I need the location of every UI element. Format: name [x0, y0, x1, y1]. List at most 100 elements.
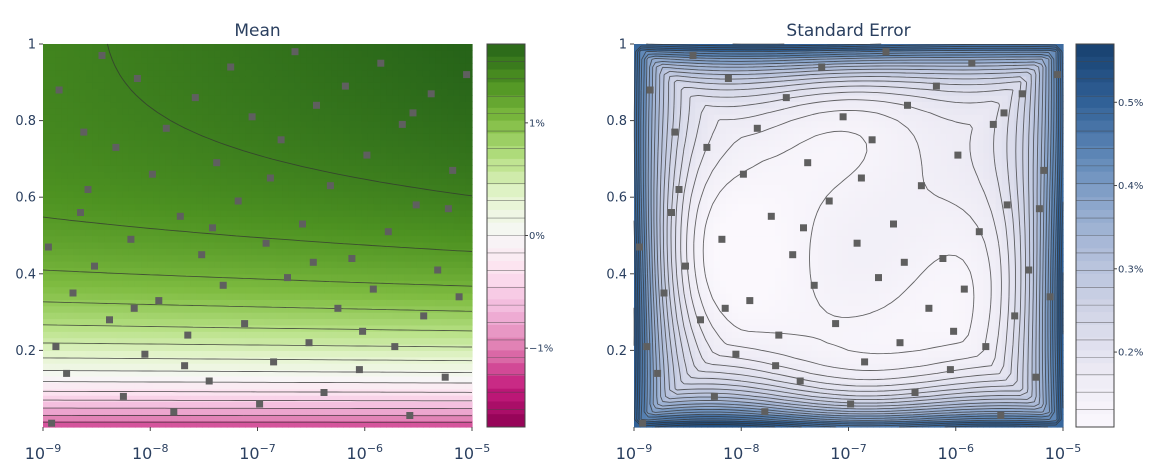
heatmap-cell [141, 56, 148, 64]
heatmap-cell [275, 158, 283, 166]
heatmap-cell [208, 395, 216, 403]
heatmap-cell [275, 407, 283, 415]
heatmap-cell [683, 203, 690, 211]
trial-marker [463, 71, 471, 79]
heatmap-cell [98, 171, 105, 179]
heatmap-cell [422, 407, 430, 415]
heatmap-cell [300, 178, 308, 186]
heatmap-cell [312, 312, 320, 320]
heatmap-cell [676, 324, 684, 332]
heatmap-cell [190, 197, 197, 205]
heatmap-cell [98, 318, 105, 326]
heatmap-cell [165, 178, 173, 186]
heatmap-cell [349, 248, 357, 256]
colorbar-band [487, 401, 525, 415]
heatmap-cell [404, 197, 412, 205]
heatmap-cell [183, 235, 191, 243]
heatmap-cell [664, 139, 672, 147]
heatmap-cell [453, 324, 461, 332]
heatmap-cell [294, 331, 301, 339]
heatmap-cell [429, 350, 436, 358]
heatmap-cell [98, 114, 105, 122]
heatmap-cell [429, 114, 436, 122]
heatmap-cell [251, 280, 259, 288]
heatmap-cell [343, 395, 351, 403]
heatmap-cell [435, 350, 442, 358]
heatmap-cell [55, 280, 62, 288]
heatmap-cell [171, 101, 179, 109]
heatmap-cell [177, 82, 185, 90]
trial-marker [291, 48, 299, 56]
heatmap-cell [61, 126, 69, 134]
heatmap-cell [459, 101, 467, 109]
heatmap-cell [183, 273, 191, 281]
heatmap-cell [658, 44, 666, 51]
heatmap-cell [232, 273, 240, 281]
heatmap-cell [269, 133, 277, 141]
heatmap-cell [263, 280, 271, 288]
heatmap-cell [282, 299, 289, 307]
heatmap-cell [306, 82, 314, 90]
heatmap-cell [190, 350, 197, 358]
heatmap-cell [349, 107, 357, 115]
heatmap-cell [122, 63, 130, 71]
heatmap-cell [361, 420, 369, 428]
heatmap-cell [196, 126, 203, 134]
heatmap-cell [422, 273, 430, 281]
heatmap-cell [664, 126, 672, 134]
heatmap-cell [159, 337, 167, 345]
heatmap-cell [459, 114, 467, 122]
heatmap-cell [355, 114, 363, 122]
heatmap-cell [453, 222, 461, 230]
heatmap-cell [269, 88, 277, 96]
heatmap-cell [177, 203, 185, 211]
heatmap-cell [664, 88, 672, 96]
heatmap-cell [110, 420, 118, 428]
trial-marker [80, 128, 88, 136]
heatmap-cell [324, 292, 332, 300]
heatmap-cell [373, 216, 381, 224]
heatmap-cell [640, 356, 647, 364]
heatmap-cell [73, 280, 81, 288]
heatmap-cell [416, 254, 424, 262]
heatmap-cell [373, 286, 381, 294]
heatmap-cell [153, 50, 161, 58]
heatmap-cell [141, 235, 148, 243]
heatmap-cell [257, 190, 265, 198]
heatmap-cell [190, 50, 197, 58]
heatmap-cell [61, 222, 69, 230]
heatmap-cell [373, 171, 381, 179]
heatmap-cell [245, 267, 252, 275]
heatmap-cell [435, 165, 442, 173]
heatmap-cell [318, 369, 326, 377]
heatmap-cell [422, 216, 430, 224]
heatmap-cell [695, 350, 703, 358]
heatmap-cell [128, 401, 136, 409]
heatmap-cell [141, 178, 148, 186]
heatmap-cell [398, 395, 406, 403]
heatmap-cell [159, 203, 167, 211]
heatmap-cell [73, 152, 81, 160]
heatmap-cell [85, 420, 93, 428]
heatmap-cell [196, 203, 203, 211]
heatmap-cell [689, 75, 696, 83]
heatmap-cell [386, 363, 393, 371]
heatmap-cell [306, 318, 314, 326]
heatmap-cell [202, 63, 210, 71]
heatmap-cell [183, 388, 191, 396]
heatmap-cell [459, 229, 467, 237]
heatmap-cell [453, 171, 461, 179]
heatmap-cell [55, 44, 62, 51]
heatmap-cell [147, 305, 154, 313]
heatmap-cell [116, 407, 124, 415]
heatmap-cell [177, 369, 185, 377]
heatmap-cell [55, 50, 62, 58]
heatmap-cell [380, 375, 387, 383]
heatmap-cell [251, 165, 259, 173]
heatmap-cell [689, 254, 696, 262]
heatmap-cell [43, 318, 50, 326]
heatmap-cell [134, 375, 142, 383]
heatmap-cell [312, 331, 320, 339]
heatmap-cell [416, 344, 424, 351]
heatmap-cell [239, 344, 246, 351]
